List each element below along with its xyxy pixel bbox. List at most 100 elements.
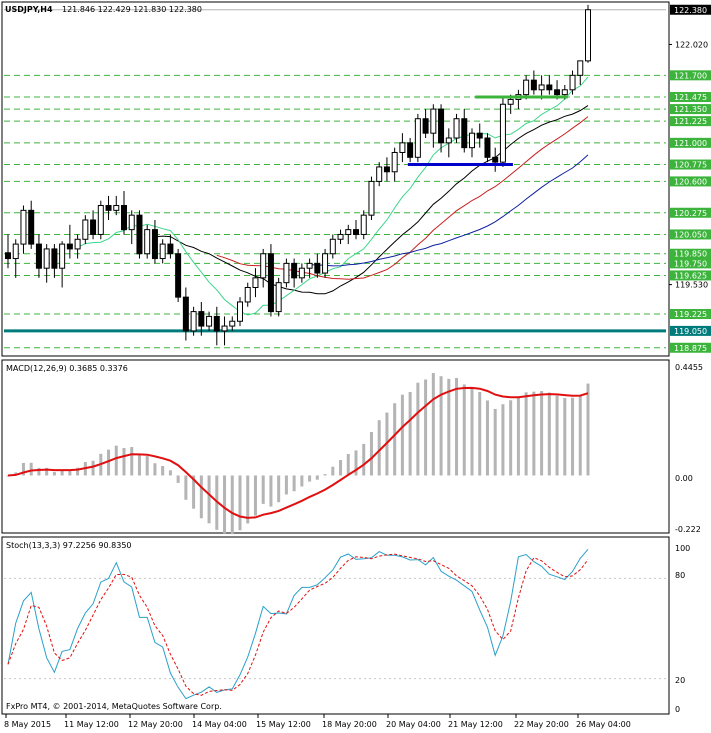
candle-body[interactable] [469, 132, 475, 149]
candle-body[interactable] [113, 205, 120, 211]
macd-bar [369, 432, 373, 476]
candle-body[interactable] [391, 151, 398, 173]
candle-body[interactable] [538, 84, 545, 91]
candle-body[interactable] [275, 282, 282, 313]
candle-body[interactable] [252, 277, 259, 288]
candle-body[interactable] [546, 84, 553, 91]
candle-body[interactable] [198, 311, 205, 327]
macd-bar [207, 475, 211, 524]
macd-bar [563, 398, 567, 476]
ohlc-values: 121.846 122.429 121.830 122.380 [62, 5, 202, 14]
macd-bar [315, 475, 319, 480]
candle-body[interactable] [577, 60, 584, 76]
candle-body[interactable] [74, 238, 81, 250]
macd-tick-top: 0.4455 [675, 363, 703, 372]
macd-bar [439, 376, 443, 476]
candle-body[interactable] [206, 315, 213, 327]
candle-body[interactable] [5, 252, 11, 260]
candle-body[interactable] [121, 205, 127, 231]
candle-body[interactable] [237, 301, 243, 322]
candle-body[interactable] [306, 262, 313, 269]
candle-body[interactable] [438, 108, 445, 144]
stoch-main-line[interactable] [7, 548, 589, 700]
candle-body[interactable] [554, 89, 561, 96]
candle-body[interactable] [291, 262, 298, 279]
candle-body[interactable] [82, 219, 89, 240]
candle-body[interactable] [128, 214, 135, 231]
candle-body[interactable] [360, 214, 367, 235]
candle-body[interactable] [569, 74, 576, 91]
candle-body[interactable] [314, 262, 321, 274]
candle-body[interactable] [368, 180, 375, 216]
candle-body[interactable] [190, 311, 197, 332]
stoch-signal-line[interactable] [7, 553, 589, 696]
candle-body[interactable] [90, 219, 97, 235]
candle-body[interactable] [151, 229, 158, 260]
candle-body[interactable] [12, 243, 19, 260]
candle-body[interactable] [561, 89, 568, 96]
candle-body[interactable] [507, 98, 514, 105]
ma-red-line[interactable] [216, 116, 589, 280]
candle-body[interactable] [337, 233, 344, 240]
macd-signal-line[interactable] [7, 386, 589, 519]
macd-bar [192, 475, 196, 509]
candle-body[interactable] [383, 166, 390, 173]
candle-body[interactable] [322, 253, 329, 274]
candle-body[interactable] [213, 315, 220, 332]
candle-body[interactable] [407, 142, 414, 158]
candle-body[interactable] [175, 253, 182, 298]
candle-body[interactable] [585, 9, 591, 62]
candle-body[interactable] [97, 205, 104, 235]
time-axis-label: 26 May 04:00 [576, 720, 631, 729]
candle-body[interactable] [445, 137, 452, 144]
candle-body[interactable] [267, 253, 274, 313]
ma-black-line[interactable] [154, 105, 589, 295]
candle-body[interactable] [144, 229, 151, 255]
candle-body[interactable] [298, 267, 305, 279]
candle-body[interactable] [105, 205, 112, 211]
macd-bar [300, 475, 304, 487]
candle-body[interactable] [167, 243, 174, 255]
candle-body[interactable] [345, 229, 352, 235]
candle-body[interactable] [159, 243, 166, 260]
price-panel[interactable] [1, 1, 670, 357]
candle-body[interactable] [35, 243, 42, 269]
candle-body[interactable] [353, 229, 359, 235]
candle-body[interactable] [20, 209, 27, 245]
candle-body[interactable] [499, 103, 506, 163]
stoch-panel[interactable] [1, 536, 670, 715]
candle-body[interactable] [461, 118, 468, 149]
candle-body[interactable] [492, 156, 499, 163]
macd-bar [145, 455, 149, 476]
candle-body[interactable] [399, 142, 406, 153]
candle-body[interactable] [476, 132, 483, 139]
candle-body[interactable] [523, 79, 530, 96]
candle-body[interactable] [229, 320, 236, 327]
candle-body[interactable] [283, 262, 290, 284]
candle-body[interactable] [28, 209, 35, 245]
candle-body[interactable] [414, 118, 421, 158]
macd-bar [424, 379, 428, 476]
candle-body[interactable] [51, 248, 58, 269]
candle-body[interactable] [530, 79, 537, 91]
candle-body[interactable] [59, 243, 66, 269]
macd-panel[interactable] [1, 359, 670, 534]
candle-body[interactable] [136, 214, 143, 255]
ma-navy-line[interactable] [309, 154, 589, 267]
candle-body[interactable] [453, 118, 460, 139]
candle-body[interactable] [43, 248, 50, 269]
candle-body[interactable] [182, 296, 189, 332]
candle-body[interactable] [430, 108, 437, 134]
time-axis-label: 21 May 12:00 [448, 720, 503, 729]
candle-body[interactable] [422, 118, 429, 134]
candle-body[interactable] [484, 137, 491, 158]
candle-body[interactable] [376, 166, 383, 182]
candle-body[interactable] [221, 325, 228, 332]
candle-body[interactable] [260, 253, 267, 279]
macd-bar [230, 475, 234, 535]
candle-body[interactable] [66, 243, 73, 250]
macd-bar [416, 382, 420, 476]
candle-body[interactable] [329, 238, 336, 255]
candle-body[interactable] [244, 286, 251, 303]
